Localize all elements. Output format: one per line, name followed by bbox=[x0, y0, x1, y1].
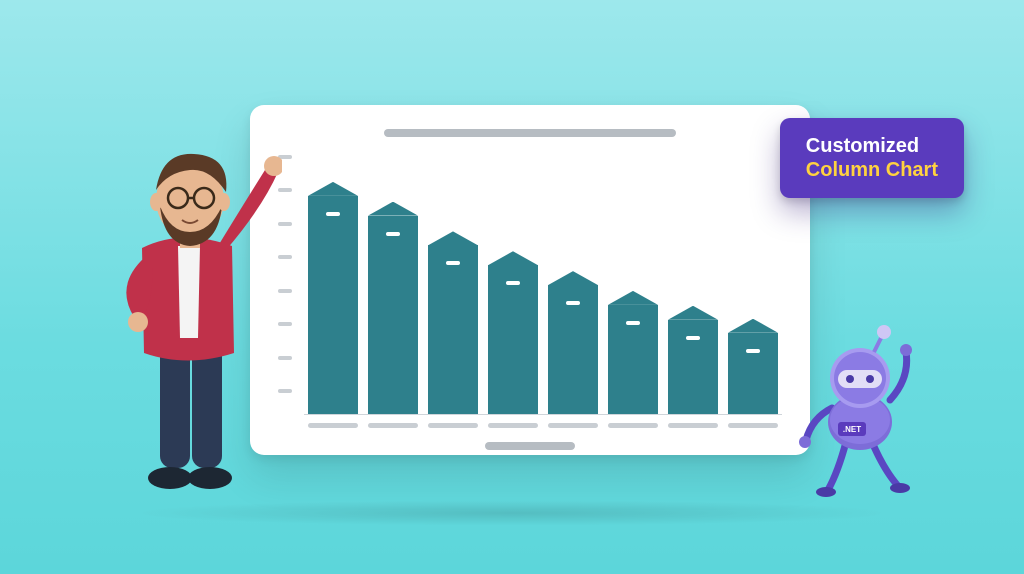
column bbox=[668, 320, 718, 414]
x-axis-label-placeholder bbox=[668, 423, 718, 428]
column-bar bbox=[488, 265, 538, 414]
x-axis-label-placeholder bbox=[608, 423, 658, 428]
presenter-character bbox=[82, 128, 282, 508]
column-value-marker bbox=[626, 321, 640, 325]
robot-badge-text: .NET bbox=[843, 425, 861, 434]
title-badge: Customized Column Chart bbox=[780, 118, 964, 198]
panel-footer-placeholder bbox=[485, 442, 576, 450]
x-axis-label-placeholder bbox=[728, 423, 778, 428]
x-axis-label-placeholder bbox=[488, 423, 538, 428]
column-value-marker bbox=[446, 261, 460, 265]
column-series bbox=[304, 155, 782, 415]
column-value-marker bbox=[506, 281, 520, 285]
column-bar bbox=[308, 196, 358, 414]
column-value-marker bbox=[566, 301, 580, 305]
column-bar bbox=[368, 216, 418, 414]
column-bar bbox=[428, 245, 478, 414]
column bbox=[548, 285, 598, 414]
column bbox=[368, 216, 418, 414]
badge-line-1: Customized bbox=[806, 134, 938, 158]
column-value-marker bbox=[686, 336, 700, 340]
column bbox=[728, 333, 778, 414]
plot-area bbox=[278, 155, 782, 415]
column bbox=[608, 305, 658, 414]
column-bar bbox=[608, 305, 658, 414]
column-value-marker bbox=[326, 212, 340, 216]
column-value-marker bbox=[386, 232, 400, 236]
x-axis-label-placeholder bbox=[428, 423, 478, 428]
x-axis-label-placeholder bbox=[308, 423, 358, 428]
panel-title-placeholder bbox=[384, 129, 676, 137]
column-value-marker bbox=[746, 349, 760, 353]
column bbox=[428, 245, 478, 414]
x-axis-label-placeholder bbox=[548, 423, 598, 428]
badge-line-2: Column Chart bbox=[806, 158, 938, 182]
column-bar bbox=[548, 285, 598, 414]
column bbox=[308, 196, 358, 414]
chart-panel bbox=[250, 105, 810, 455]
robot-svg: .NET bbox=[794, 322, 934, 502]
column-bar bbox=[728, 333, 778, 414]
column-bar bbox=[668, 320, 718, 414]
robot-mascot: .NET bbox=[794, 322, 934, 502]
column bbox=[488, 265, 538, 414]
x-axis-labels bbox=[278, 415, 782, 428]
presenter-svg bbox=[82, 128, 282, 508]
x-axis-label-placeholder bbox=[368, 423, 418, 428]
